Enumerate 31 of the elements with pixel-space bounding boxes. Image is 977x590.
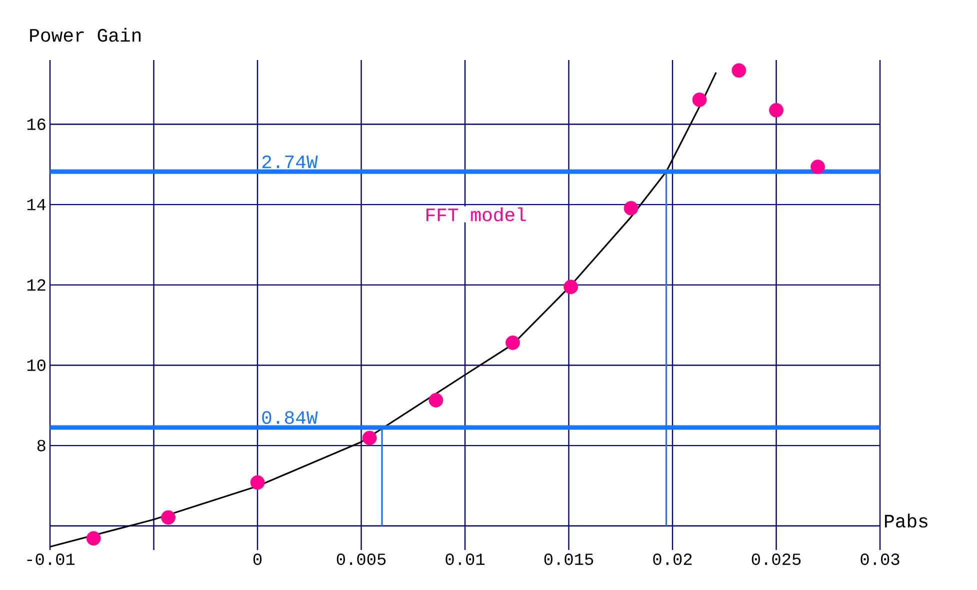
point (692, 92, 707, 107)
y-tick-label: 16 (27, 118, 46, 130)
point (769, 103, 784, 118)
x-tick-label: 0.005 (336, 554, 386, 566)
point (86, 531, 101, 546)
text: FFT model (426, 207, 526, 222)
x-tick-label: -0.01 (27, 554, 75, 566)
point (161, 510, 176, 525)
point (564, 280, 578, 294)
point (428, 392, 444, 408)
point (732, 63, 746, 78)
point (810, 160, 825, 174)
point (362, 430, 377, 446)
x-axis-title: Pabs (885, 514, 928, 528)
y-axis-title: Power Gain (30, 28, 141, 42)
x-tick-label: 0.025 (752, 554, 801, 566)
x-tick-label: 0 (253, 554, 262, 566)
x-tick-label: 0.01 (446, 554, 485, 566)
ref-line-label: 0.84W (262, 411, 318, 424)
y-tick-label: 10 (27, 360, 46, 371)
point (250, 475, 265, 490)
x-tick-label: 0.03 (860, 554, 900, 566)
point (624, 201, 638, 216)
x-tick-label: 0.015 (544, 554, 594, 566)
y-tick-label: 14 (27, 199, 46, 210)
point (506, 336, 520, 350)
ref-line-label: 2.74W (262, 155, 318, 168)
line-series (49, 72, 717, 548)
y-tick-label: 8 (37, 440, 46, 452)
y-tick-label: 12 (27, 279, 46, 291)
x-tick-label: 0.02 (653, 554, 692, 566)
